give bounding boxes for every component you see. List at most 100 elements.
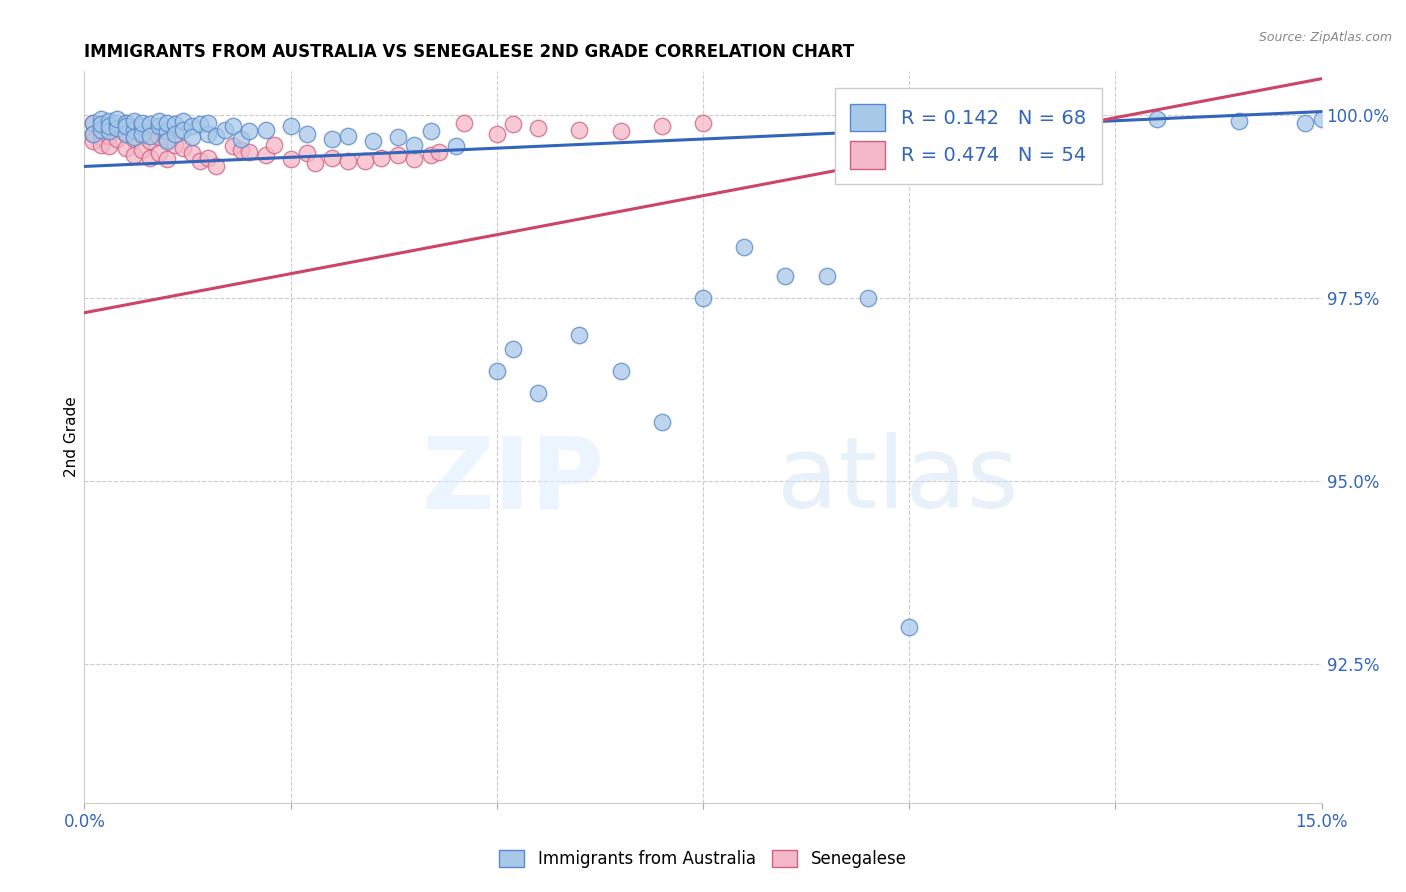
Point <box>122 131 145 145</box>
Point <box>280 152 302 166</box>
Point <box>180 146 202 161</box>
Point <box>156 115 179 129</box>
Point <box>1227 114 1250 128</box>
Point <box>90 123 112 137</box>
Point <box>122 114 145 128</box>
Point <box>131 115 153 129</box>
Point <box>229 144 252 158</box>
Point <box>98 120 121 134</box>
Point <box>370 151 392 165</box>
Point <box>148 120 170 134</box>
Point <box>114 127 136 141</box>
Point <box>527 386 550 401</box>
Point <box>82 127 104 141</box>
Point <box>502 343 524 357</box>
Point <box>453 115 475 129</box>
Point <box>114 120 136 134</box>
Point <box>214 123 236 137</box>
Point <box>295 127 318 141</box>
Point <box>90 112 112 126</box>
Point <box>148 146 170 161</box>
Point <box>321 131 343 145</box>
Point <box>295 146 318 161</box>
Point <box>98 114 121 128</box>
Point <box>898 620 921 634</box>
Point <box>82 115 104 129</box>
Point <box>197 127 219 141</box>
Point <box>156 131 179 145</box>
Text: atlas: atlas <box>778 433 1019 530</box>
Point <box>98 117 121 131</box>
Point <box>139 128 162 143</box>
Point <box>148 114 170 128</box>
Point <box>238 145 260 159</box>
Point <box>222 120 245 134</box>
Point <box>98 128 121 143</box>
Point <box>188 153 211 168</box>
Point <box>131 144 153 158</box>
Point <box>419 148 441 162</box>
Point <box>609 124 631 138</box>
Point <box>172 141 194 155</box>
Point <box>122 148 145 162</box>
Point <box>82 127 104 141</box>
Point <box>609 364 631 378</box>
Point <box>139 134 162 148</box>
Point <box>254 148 277 162</box>
Point <box>387 130 409 145</box>
Text: Source: ZipAtlas.com: Source: ZipAtlas.com <box>1258 31 1392 45</box>
Point <box>114 127 136 141</box>
Point <box>651 416 673 430</box>
Point <box>1310 112 1333 126</box>
Point <box>114 115 136 129</box>
Point <box>165 137 187 152</box>
Point <box>82 134 104 148</box>
Point <box>444 139 467 153</box>
Point <box>114 141 136 155</box>
Point <box>180 120 202 134</box>
Point <box>337 153 360 168</box>
Point <box>114 115 136 129</box>
Point <box>105 121 128 136</box>
Point <box>98 124 121 138</box>
Point <box>197 151 219 165</box>
Point <box>90 117 112 131</box>
Y-axis label: 2nd Grade: 2nd Grade <box>63 397 79 477</box>
Point <box>502 117 524 131</box>
Point <box>1146 112 1168 126</box>
Point <box>90 137 112 152</box>
Point <box>304 156 326 170</box>
Point <box>90 120 112 134</box>
Point <box>205 160 228 174</box>
Point <box>254 123 277 137</box>
Point <box>156 134 179 148</box>
Point <box>148 130 170 145</box>
Point <box>238 124 260 138</box>
Point <box>122 130 145 145</box>
Point <box>172 114 194 128</box>
Point <box>692 291 714 305</box>
Point <box>105 121 128 136</box>
Point <box>263 137 285 152</box>
Point <box>337 128 360 143</box>
Point <box>139 151 162 165</box>
Point <box>105 112 128 126</box>
Point <box>165 127 187 141</box>
Point <box>651 120 673 134</box>
Point <box>105 131 128 145</box>
Point <box>568 123 591 137</box>
Legend: Immigrants from Australia, Senegalese: Immigrants from Australia, Senegalese <box>492 843 914 875</box>
Point <box>172 123 194 137</box>
Point <box>105 115 128 129</box>
Point <box>98 139 121 153</box>
Point <box>165 117 187 131</box>
Point <box>180 130 202 145</box>
Point <box>404 152 426 166</box>
Point <box>188 117 211 131</box>
Point <box>197 115 219 129</box>
Point <box>280 120 302 134</box>
Point <box>90 130 112 145</box>
Point <box>156 152 179 166</box>
Text: ZIP: ZIP <box>422 433 605 530</box>
Point <box>1294 115 1316 129</box>
